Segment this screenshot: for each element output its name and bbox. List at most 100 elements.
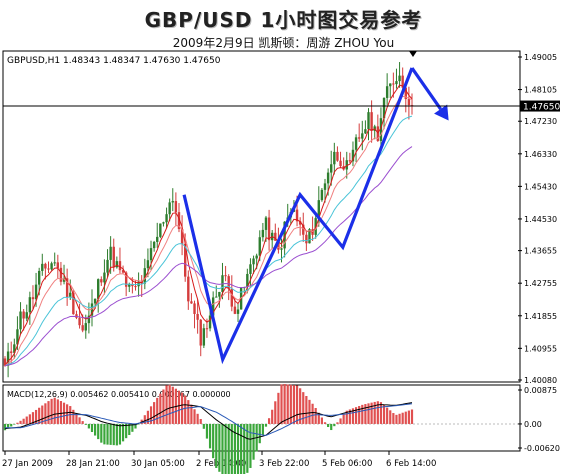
candle-body [237,309,239,313]
candle-body [265,218,267,230]
macd-histogram-bar [327,424,329,427]
macd-histogram-bar [75,414,77,424]
candle-body [147,260,149,268]
macd-histogram-bar [389,410,391,424]
macd-histogram-bar [228,424,230,474]
candle-body [22,312,24,319]
macd-histogram-bar [293,385,295,424]
macd-histogram-bar [364,404,366,424]
macd-histogram-bar [311,404,313,424]
candle-body [100,279,102,282]
price-tick-label: 1.40080 [524,376,557,385]
candle-body [190,301,192,303]
candle-body [19,312,21,330]
macd-histogram-bar [284,384,286,424]
macd-histogram-bar [302,392,304,424]
macd-histogram-bar [193,409,195,424]
candle-body [78,318,80,325]
candle-body [367,112,369,129]
macd-histogram-bar [237,424,239,474]
macd-histogram-bar [265,424,267,427]
candle-body [81,325,83,330]
symbol-info: GBPUSD,H1 1.48343 1.48347 1.47630 1.4765… [7,56,221,66]
macd-histogram-bar [172,387,174,424]
macd-histogram-bar [162,389,164,423]
macd-histogram-bar [383,405,385,424]
macd-histogram-bar [97,424,99,439]
candle-body [215,297,217,298]
candle-body [165,214,167,222]
time-tick-label: 5 Feb 06:00 [322,459,372,469]
candle-body [321,190,323,200]
macd-histogram-bar [218,424,220,472]
candle-body [109,247,111,260]
price-tick-label: 1.40955 [524,344,557,353]
macd-histogram-bar [85,424,87,425]
macd-histogram-bar [212,424,214,458]
macd-histogram-bar [234,424,236,474]
price-panel[interactable] [3,51,520,382]
macd-histogram-bar [153,402,155,424]
candle-body [119,261,121,270]
macd-histogram-bar [181,393,183,424]
time-tick-label: 30 Jan 05:00 [131,459,185,469]
macd-histogram-bar [336,422,338,424]
candle-body [386,86,388,98]
candle-body [408,99,410,105]
macd-histogram-bar [113,424,115,445]
macd-histogram-bar [268,418,270,424]
macd-histogram-bar [119,424,121,445]
candle-body [44,264,46,269]
candle-body [196,314,198,320]
candle-body [193,303,195,314]
candle-body [50,263,52,269]
macd-histogram-bar [392,413,394,424]
macd-histogram-bar [184,396,186,424]
macd-histogram-bar [4,424,6,430]
macd-histogram-bar [240,424,242,474]
time-tick-label: 6 Feb 14:00 [386,459,436,469]
macd-histogram-bar [308,400,310,424]
candle-body [262,230,264,237]
macd-histogram-bar [29,414,31,424]
macd-histogram-bar [221,424,223,474]
macd-histogram-bar [23,419,25,424]
macd-histogram-bar [57,399,59,424]
macd-histogram-bar [299,388,301,424]
candle-body [336,152,338,161]
candle-body [259,237,261,255]
candle-body [150,248,152,260]
candle-body [10,351,12,352]
macd-histogram-bar [156,398,158,424]
price-tick-label: 1.44530 [524,215,557,224]
macd-histogram-bar [200,419,202,424]
macd-histogram-bar [159,394,161,424]
macd-histogram-bar [187,400,189,424]
candle-body [268,218,270,241]
macd-histogram-bar [38,408,40,424]
macd-histogram-bar [367,403,369,424]
candle-body [249,264,251,274]
candle-body [54,262,56,263]
macd-histogram-bar [100,424,102,443]
current-price-label: 1.47650 [523,103,560,113]
candle-body [218,292,220,297]
candle-body [349,160,351,161]
macd-histogram-bar [72,410,74,424]
candle-body [94,299,96,304]
candle-body [324,183,326,189]
macd-histogram-bar [395,415,397,424]
candle-body [113,247,115,268]
macd-histogram-bar [19,421,21,424]
macd-histogram-bar [122,424,124,441]
candle-body [200,320,202,346]
macd-histogram-bar [249,424,251,468]
macd-histogram-bar [274,401,276,424]
macd-histogram-bar [259,424,261,443]
candle-body [392,83,394,84]
macd-histogram-bar [252,424,254,460]
candle-body [116,261,118,267]
macd-histogram-bar [103,424,105,444]
price-tick-label: 1.46330 [524,150,557,159]
